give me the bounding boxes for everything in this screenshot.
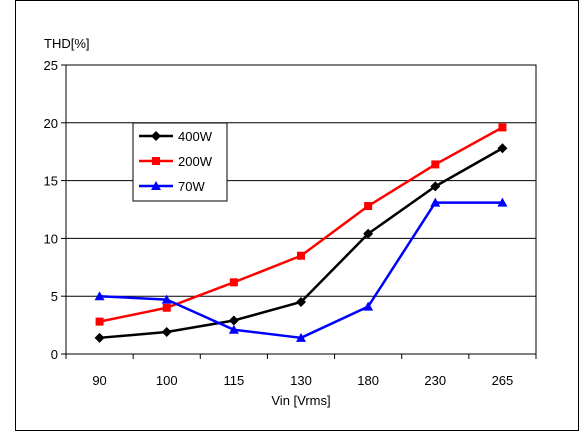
data-point xyxy=(161,294,172,304)
legend-item: 400W xyxy=(139,129,213,144)
data-point xyxy=(363,228,374,239)
legend-label: 400W xyxy=(178,129,213,144)
data-point xyxy=(497,143,508,154)
y-tick-label: 15 xyxy=(44,174,58,189)
legend-label: 200W xyxy=(178,154,213,169)
series-200W xyxy=(95,123,507,326)
data-point xyxy=(497,197,508,207)
x-tick-label: 100 xyxy=(156,373,178,388)
data-point xyxy=(364,202,373,211)
legend: 400W 200W 70W xyxy=(132,122,228,202)
series-layer xyxy=(94,123,508,343)
x-tick-label: 130 xyxy=(290,373,312,388)
axis-layer: 0 5 10 15 20 25 90 100 115 130 180 230 265 xyxy=(44,58,537,388)
data-point xyxy=(296,332,306,342)
x-tick-label: 230 xyxy=(424,373,446,388)
data-point xyxy=(95,317,104,326)
legend-item: 70W xyxy=(139,179,205,194)
data-point xyxy=(94,332,105,343)
legend-item: 200W xyxy=(139,154,213,169)
data-point xyxy=(296,296,306,307)
data-point xyxy=(297,251,305,260)
y-tick-label: 20 xyxy=(44,116,58,131)
x-tick-label: 265 xyxy=(492,373,514,388)
data-point xyxy=(161,327,172,338)
y-tick-label: 25 xyxy=(44,58,58,73)
y-tick-label: 5 xyxy=(51,289,58,304)
x-axis-label: Vin [Vrms] xyxy=(271,393,330,408)
data-point xyxy=(430,181,441,192)
legend-marker xyxy=(151,181,161,190)
data-point xyxy=(94,291,105,301)
data-point xyxy=(498,123,507,132)
y-tick-label: 0 xyxy=(51,347,58,362)
series-400W xyxy=(94,143,508,343)
data-point xyxy=(228,315,239,326)
data-point xyxy=(430,197,441,207)
x-tick-label: 115 xyxy=(223,373,244,388)
data-point xyxy=(229,278,238,287)
y-axis-label: THD[%] xyxy=(44,36,90,51)
data-point xyxy=(162,303,171,312)
data-point xyxy=(431,160,440,169)
chart-border xyxy=(15,0,579,431)
plot-area xyxy=(65,64,537,355)
legend-label: 70W xyxy=(178,179,205,194)
legend-marker xyxy=(152,157,160,165)
legend-marker xyxy=(151,131,161,141)
x-tick-label: 180 xyxy=(357,373,379,388)
y-tick-label: 10 xyxy=(44,231,58,246)
series-70W xyxy=(94,197,508,342)
data-point xyxy=(363,301,374,311)
x-tick-label: 90 xyxy=(92,373,106,388)
data-point xyxy=(228,324,239,334)
